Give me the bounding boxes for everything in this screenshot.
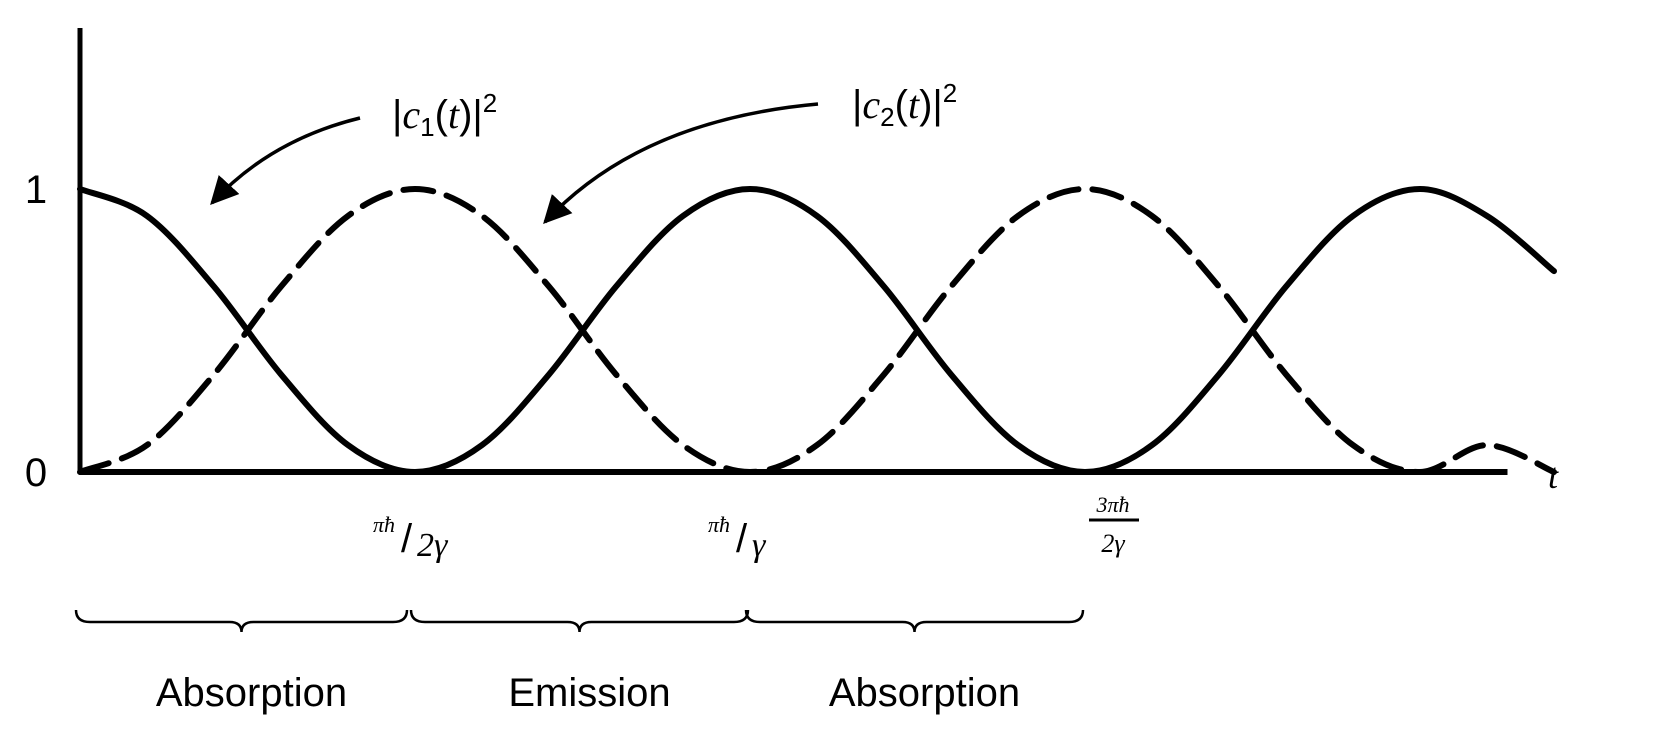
series-layer [77,186,1557,475]
region-brace [74,609,409,633]
y-tick-label: 1 [25,168,47,212]
x-tick-numerator: 3πħ [1095,492,1129,517]
region-label: Absorption [829,671,1020,715]
series-line-1 [77,186,1557,475]
series-label-1: |c1(t)|2 [392,88,497,142]
region-brace [409,609,750,633]
series-line-2 [77,186,1557,475]
series-label-arrow-2 [543,102,819,225]
x-tick-slash: / [736,517,748,561]
x-tick-denominator: 2γ [417,527,449,564]
series-labels: |c1(t)|2 |c2(t)|2 [210,78,957,225]
x-axis-label: t [1548,456,1559,496]
x-tick-denominator: 2γ [1101,529,1125,558]
y-tick-label: 0 [25,451,47,495]
series-label-arrow-1 [210,116,361,206]
x-tick-numerator: πħ [708,512,730,537]
series-label-2: |c2(t)|2 [852,78,957,132]
region-label: Absorption [156,671,347,715]
x-tick-numerator: πħ [373,512,395,537]
region-label: Emission [508,671,670,715]
x-tick-slash: / [401,517,413,561]
region-brace [744,609,1085,633]
axes: t [77,28,1559,496]
x-tick-label: πħ/2γ [373,512,449,564]
region-braces: Absorption Emission Absorption [74,609,1085,715]
x-tick-denominator: γ [752,527,767,564]
x-tick-label: πħ / γ [708,512,767,564]
